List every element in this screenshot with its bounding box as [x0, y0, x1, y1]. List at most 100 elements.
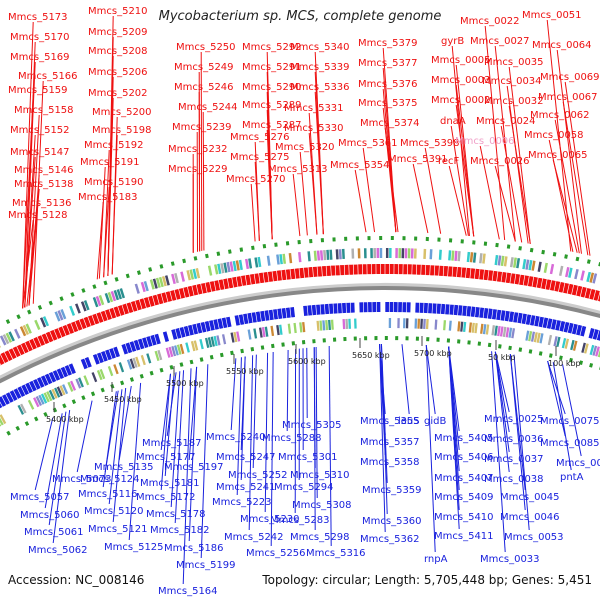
- tick-mark: [193, 256, 198, 261]
- category-feature: [454, 250, 458, 261]
- gene-label-mmcs_0085: Mmcs_0085: [540, 438, 600, 449]
- gene-label-mmcs_0075: Mmcs_0075: [540, 416, 600, 427]
- forward-feature: [285, 269, 291, 280]
- reverse-feature: [273, 309, 279, 320]
- category-feature: [46, 391, 53, 402]
- category-feature: [174, 272, 179, 284]
- reverse-feature: [530, 315, 536, 326]
- gene-label-mmcs_5289: Mmcs_5289: [242, 100, 302, 111]
- reverse-feature: [290, 307, 295, 318]
- scale-label: 5450 kbp: [104, 395, 142, 404]
- gene-label-mmcs_5336: Mmcs_5336: [290, 82, 350, 93]
- reverse-feature: [150, 334, 157, 346]
- category-feature: [43, 392, 50, 403]
- label-connector: [200, 51, 203, 251]
- forward-feature: [281, 269, 287, 281]
- forward-feature: [75, 319, 83, 331]
- gene-label-mmcs_5398: Mmcs_5398: [400, 138, 460, 149]
- category-feature: [83, 375, 90, 386]
- category-feature: [119, 288, 125, 299]
- reverse-feature: [175, 328, 182, 339]
- gene-label-mmcs_0062: Mmcs_0062: [530, 110, 590, 121]
- label-connector: [24, 61, 36, 308]
- gene-label-mmcs_5146: Mmcs_5146: [14, 165, 74, 176]
- forward-feature: [434, 265, 439, 276]
- gene-label-mmcs_5187: Mmcs_5187: [142, 438, 202, 449]
- reverse-feature: [56, 368, 65, 380]
- category-feature: [56, 386, 63, 397]
- gene-label-mmcs_0038: Mmcs_0038: [484, 474, 544, 485]
- category-feature: [503, 256, 508, 267]
- reverse-feature: [238, 314, 245, 325]
- forward-feature: [25, 340, 33, 352]
- label-connector: [562, 364, 582, 457]
- gene-label-mmcs_0045: Mmcs_0045: [500, 492, 560, 503]
- forward-feature: [335, 265, 340, 276]
- reverse-feature: [320, 304, 325, 315]
- gene-label-mmcs_0027: Mmcs_0027: [470, 36, 530, 47]
- category-feature: [279, 324, 283, 335]
- category-feature: [113, 364, 119, 375]
- category-feature: [70, 380, 77, 391]
- reverse-feature: [559, 321, 566, 332]
- forward-feature: [21, 342, 29, 354]
- category-feature: [561, 337, 567, 349]
- category-feature: [385, 248, 389, 259]
- forward-feature: [353, 264, 358, 275]
- forward-feature: [501, 272, 507, 283]
- gene-label-mmcs_5124: Mmcs_5124: [80, 474, 140, 485]
- reverse-feature: [534, 315, 540, 327]
- category-feature: [511, 328, 516, 339]
- reverse-feature: [183, 325, 190, 337]
- label-connector: [48, 411, 67, 526]
- tick-mark: [37, 305, 43, 310]
- tick-mark: [15, 425, 20, 431]
- scale-label: 5550 kbp: [226, 367, 264, 376]
- forward-feature: [66, 323, 75, 334]
- category-feature: [592, 273, 598, 284]
- reverse-feature: [204, 321, 211, 332]
- category-feature: [342, 318, 346, 330]
- forward-feature: [196, 283, 203, 295]
- gene-label-mmcs_5239: Mmcs_5239: [172, 122, 232, 133]
- category-feature: [471, 322, 475, 333]
- scale-label: 5650 kbp: [352, 351, 390, 360]
- category-feature: [248, 258, 253, 269]
- gene-label-mmcs_5308: Mmcs_5308: [292, 500, 352, 511]
- gene-label-mmcs_5177: Mmcs_5177: [136, 452, 196, 463]
- gene-label-mmcs_0032: Mmcs_0032: [484, 96, 544, 107]
- label-connector: [52, 409, 71, 544]
- forward-feature: [394, 264, 399, 275]
- category-feature: [589, 344, 595, 356]
- label-connector: [494, 165, 516, 242]
- gene-label-mmcs_0065: Mmcs_0065: [528, 150, 588, 161]
- category-feature: [325, 320, 329, 331]
- category-feature: [508, 327, 513, 338]
- forward-feature: [245, 274, 251, 286]
- reverse-feature: [213, 319, 219, 330]
- reverse-feature: [171, 329, 178, 340]
- gene-label-mmcs_5181: Mmcs_5181: [140, 478, 200, 489]
- category-feature: [553, 336, 558, 347]
- category-feature: [0, 345, 1, 348]
- reverse-feature: [311, 304, 317, 316]
- reverse-feature: [84, 357, 92, 368]
- category-feature: [525, 330, 530, 341]
- label-connector: [562, 101, 589, 256]
- category-feature: [164, 275, 170, 286]
- category-feature: [157, 349, 163, 361]
- forward-feature: [8, 348, 17, 360]
- label-connector: [513, 354, 530, 531]
- tick-mark: [227, 249, 232, 254]
- forward-feature: [505, 272, 512, 284]
- forward-feature: [92, 313, 100, 325]
- category-feature: [232, 260, 237, 272]
- reverse-feature: [580, 325, 587, 337]
- category-feature: [113, 290, 120, 301]
- category-feature: [316, 250, 321, 261]
- label-connector: [448, 346, 460, 530]
- gene-label-mmcs_0069: Mmcs_0069: [540, 72, 600, 83]
- forward-feature: [58, 326, 66, 338]
- reverse-feature: [428, 303, 433, 314]
- reverse-feature: [571, 323, 578, 335]
